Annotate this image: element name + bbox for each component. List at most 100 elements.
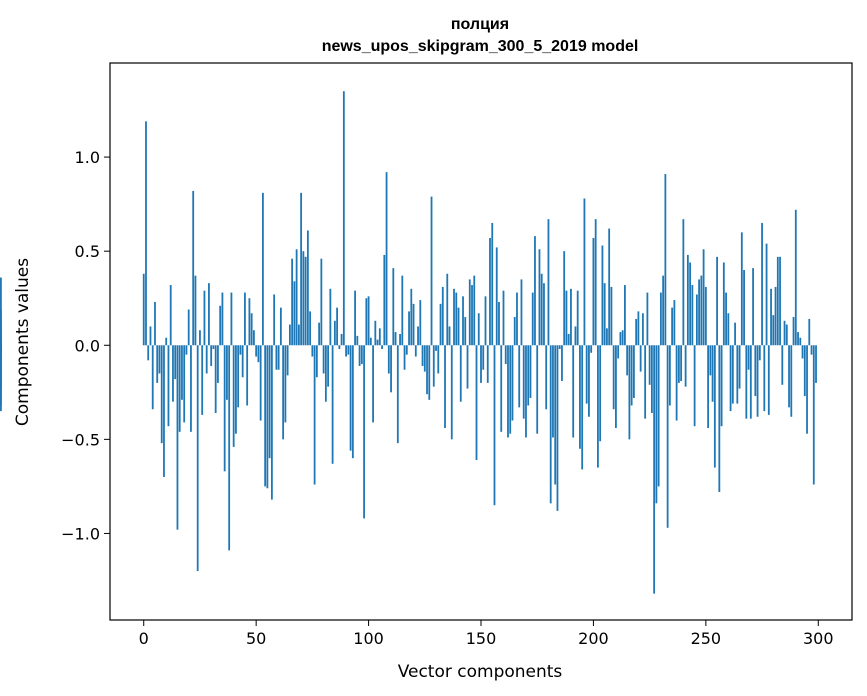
bar-48 (250, 313, 253, 346)
bar-101 (369, 337, 372, 346)
bar-169 (522, 345, 525, 419)
y-axis-ticks: −1.0 −0.5 0.0 0.5 1.0 (61, 148, 110, 543)
bar-203 (599, 345, 602, 442)
bar-240 (682, 219, 685, 346)
bar-91 (347, 345, 350, 355)
bar-214 (624, 285, 626, 346)
bar-undefined (0, 345, 2, 357)
bar-284 (781, 345, 784, 385)
bar-153 (486, 345, 489, 383)
bar-239 (680, 345, 683, 382)
bar-166 (516, 292, 518, 346)
bar-24 (196, 345, 199, 572)
x-tick-label: 200 (578, 629, 609, 648)
bar-272 (754, 345, 757, 397)
bar-198 (588, 345, 590, 417)
bar-234 (668, 345, 671, 406)
bar-21 (190, 345, 192, 432)
bar-264 (736, 345, 739, 404)
bar-149 (477, 313, 480, 346)
bar-174 (534, 236, 536, 346)
bar-223 (644, 345, 647, 419)
bar-44 (241, 345, 244, 378)
bar-58 (273, 294, 276, 346)
bar-70 (300, 192, 303, 346)
bar-249 (702, 249, 705, 346)
bar-50 (255, 345, 258, 357)
bar-74 (309, 311, 312, 346)
bar-60 (277, 345, 280, 370)
bar-210 (615, 345, 617, 429)
bar-52 (259, 345, 262, 421)
bar-20 (187, 309, 190, 346)
bar-102 (372, 345, 374, 423)
bar-160 (502, 290, 505, 346)
bar-147 (473, 275, 476, 346)
bar-125 (423, 345, 426, 372)
bar-33 (217, 345, 219, 383)
bar-27 (203, 290, 206, 346)
bar-193 (576, 290, 579, 346)
bar-188 (565, 290, 568, 346)
bar-146 (471, 285, 473, 346)
bar-242 (686, 254, 689, 346)
bar-6 (156, 345, 159, 383)
x-tick-label: 150 (466, 629, 497, 648)
bar-47 (248, 298, 251, 346)
bar-252 (709, 345, 712, 376)
bar-207 (608, 228, 611, 346)
bar-134 (444, 345, 446, 429)
bar-81 (324, 345, 327, 402)
x-tick-label: 0 (139, 629, 149, 648)
bar-61 (279, 307, 282, 346)
x-tick-label: 50 (246, 629, 266, 648)
bar-189 (567, 333, 570, 346)
bar-111 (392, 268, 395, 346)
bar-34 (219, 305, 222, 346)
bar-293 (801, 345, 804, 359)
bar-2 (147, 345, 150, 361)
bar-3 (149, 326, 152, 346)
bar-121 (414, 345, 417, 357)
bar-197 (585, 345, 588, 404)
bar-247 (698, 279, 700, 346)
bar-186 (561, 345, 563, 382)
bar-285 (783, 320, 786, 346)
bar-221 (639, 345, 642, 372)
bar-269 (747, 345, 750, 370)
bar-222 (641, 313, 644, 346)
chart-subtitle: news_upos_skipgram_300_5_2019 model (322, 38, 639, 55)
bar-66 (291, 258, 294, 346)
bar-270 (749, 345, 752, 419)
bar-218 (633, 345, 635, 398)
bar-17 (181, 345, 183, 400)
bar-175 (536, 345, 539, 434)
bar-195 (581, 345, 584, 470)
bar-250 (704, 286, 707, 346)
bar-106 (381, 345, 383, 350)
bar-161 (504, 345, 507, 365)
bar-32 (214, 345, 217, 413)
bar-144 (466, 345, 469, 389)
bar-177 (540, 273, 543, 346)
bar-130 (435, 345, 437, 351)
bar-78 (318, 322, 321, 346)
bar-68 (295, 249, 298, 346)
bar-289 (792, 317, 795, 346)
bar-83 (329, 288, 332, 346)
bar-170 (525, 345, 527, 438)
bar-56 (268, 345, 271, 459)
bar-119 (410, 288, 413, 346)
bar-69 (297, 324, 300, 346)
bar-41 (235, 345, 237, 434)
bar-156 (493, 345, 496, 506)
bar-238 (677, 345, 680, 383)
bar-18 (183, 345, 186, 423)
bar-4 (151, 345, 154, 410)
bar-138 (453, 288, 455, 346)
bar-124 (421, 345, 424, 366)
bar-276 (763, 345, 766, 412)
bar-84 (331, 345, 334, 464)
bar-97 (360, 345, 363, 365)
bar-86 (336, 307, 338, 346)
